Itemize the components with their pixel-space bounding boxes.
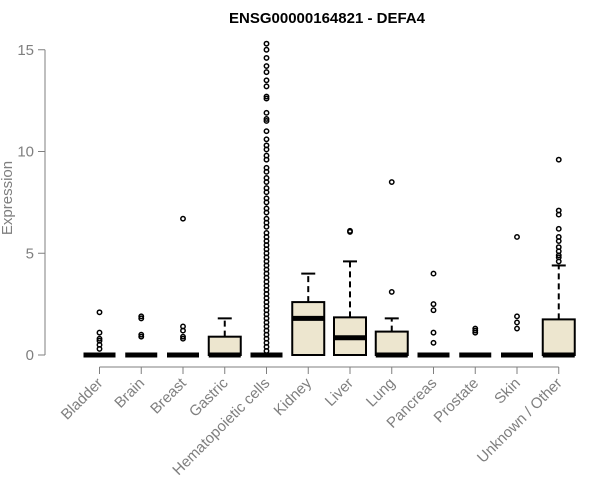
outlier-point [138,333,145,340]
box-group [83,40,576,358]
outlier-point [180,333,186,340]
outlier-point [138,313,145,320]
outlier-point [263,54,270,61]
outlier-point [138,315,145,322]
outlier-point [138,331,145,338]
outlier-point [555,225,562,232]
box-bladder [83,309,116,358]
box-unknown-other [541,156,576,358]
box-gastric [207,317,242,358]
y-tick-label: 10 [17,144,34,161]
outlier-point [388,288,395,295]
outlier-point [388,179,395,185]
box-prostate [459,325,492,358]
outlier-point [263,156,270,163]
outlier-point [555,258,562,265]
x-tick-label: Skin [491,375,524,408]
outlier-point [180,327,186,334]
box-hematopoietic-cells [250,40,283,358]
outlier-point [263,77,270,84]
outlier-point [263,223,270,230]
outlier-point [263,209,270,216]
x-tick-label: Bladder [58,375,107,424]
box-body [374,330,409,357]
outlier-point [180,215,186,222]
x-tick-label: Kidney [271,374,316,419]
outlier-point [430,307,437,314]
outlier-point [263,136,270,143]
x-tick-label: Brain [111,375,148,412]
outlier-point [430,329,437,336]
outlier-point [263,46,270,53]
outlier-point [263,69,270,76]
y-axis-title: Expression [0,161,16,235]
outlier-point [430,301,437,308]
outlier-point [430,339,437,346]
box-kidney [291,272,326,356]
outlier-point [555,211,562,218]
outlier-point [96,309,103,316]
outlier-point [347,228,353,235]
outlier-point [263,128,270,135]
outlier-point [263,168,270,175]
box-liver [333,227,367,357]
y-axis: 0 5 10 15 [17,42,46,364]
outlier-point [263,40,270,47]
outlier-point [96,329,103,336]
y-tick-label: 5 [26,245,34,262]
outlier-point [514,325,520,332]
outlier-point [96,335,103,342]
x-tick-label: Lung [363,375,399,411]
outlier-point [514,319,520,326]
outlier-point [263,146,270,153]
outlier-point [514,234,520,240]
x-tick-label: Breast [147,374,190,417]
box-brain [125,313,158,358]
x-tick-label: Prostate [431,375,483,427]
outlier-point [263,109,270,116]
box-body [291,301,326,356]
outlier-point [96,345,103,352]
outlier-point [263,118,270,124]
outlier-point [263,83,270,90]
outlier-point [472,329,479,336]
outlier-point [263,115,270,122]
box-breast [167,215,199,358]
box-body [541,318,576,357]
outlier-point [263,95,270,102]
outlier-point [430,270,437,277]
y-tick-label: 15 [17,42,34,59]
outlier-point [263,93,270,100]
y-tick-label: 0 [26,347,34,364]
outlier-point [555,156,562,163]
chart-title: ENSG00000164821 - DEFA4 [229,10,426,27]
outlier-point [263,63,270,69]
box-pancreas [417,270,450,358]
box-body [207,335,242,356]
outlier-point [180,335,186,342]
x-tick-label: Liver [322,375,357,410]
outlier-point [263,199,270,206]
outlier-point [263,347,270,354]
box-lung [374,179,409,358]
outlier-point [472,327,479,334]
outlier-point [263,189,270,196]
outlier-point [555,238,562,244]
outlier-point [263,179,270,185]
outlier-point [514,313,520,320]
outlier-point [555,252,562,259]
box-skin [501,234,533,358]
